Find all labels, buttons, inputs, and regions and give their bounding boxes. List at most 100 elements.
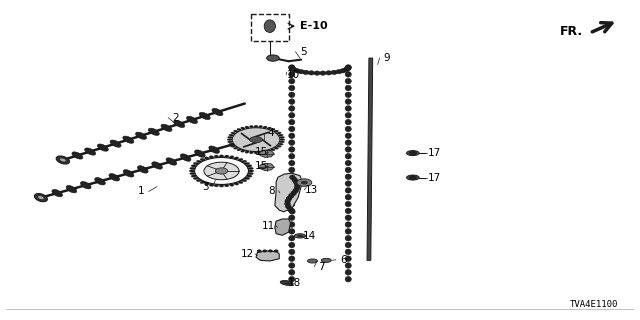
Ellipse shape <box>345 249 351 255</box>
Ellipse shape <box>345 188 351 193</box>
Ellipse shape <box>289 71 295 77</box>
Ellipse shape <box>287 207 293 212</box>
Ellipse shape <box>276 132 281 134</box>
Ellipse shape <box>289 276 295 282</box>
Ellipse shape <box>314 71 320 75</box>
Ellipse shape <box>345 92 351 98</box>
Ellipse shape <box>289 208 295 214</box>
Polygon shape <box>260 150 274 157</box>
Ellipse shape <box>289 65 295 70</box>
Ellipse shape <box>345 119 351 125</box>
Ellipse shape <box>237 148 241 151</box>
Ellipse shape <box>345 181 351 186</box>
Ellipse shape <box>248 167 253 170</box>
Ellipse shape <box>289 174 295 180</box>
Ellipse shape <box>289 256 295 261</box>
Ellipse shape <box>234 157 239 160</box>
Ellipse shape <box>289 119 295 125</box>
Ellipse shape <box>250 125 253 128</box>
Ellipse shape <box>294 186 300 190</box>
Ellipse shape <box>289 263 295 268</box>
Ellipse shape <box>246 175 252 177</box>
Ellipse shape <box>238 181 243 184</box>
Ellipse shape <box>289 249 295 255</box>
Ellipse shape <box>257 250 261 252</box>
Ellipse shape <box>166 158 177 165</box>
Ellipse shape <box>123 136 134 143</box>
Ellipse shape <box>191 175 196 177</box>
Ellipse shape <box>271 148 275 151</box>
Ellipse shape <box>189 170 195 172</box>
Ellipse shape <box>267 127 271 129</box>
Ellipse shape <box>345 276 351 282</box>
Ellipse shape <box>212 108 223 116</box>
Text: 1: 1 <box>138 186 145 196</box>
Ellipse shape <box>109 174 120 181</box>
Ellipse shape <box>345 78 351 84</box>
Ellipse shape <box>289 65 295 70</box>
Ellipse shape <box>345 153 351 159</box>
Text: 10: 10 <box>287 70 300 80</box>
Ellipse shape <box>344 67 351 71</box>
Circle shape <box>409 176 417 180</box>
Ellipse shape <box>214 155 219 158</box>
Ellipse shape <box>274 130 278 132</box>
Ellipse shape <box>289 133 295 139</box>
Text: 15: 15 <box>255 147 268 157</box>
Ellipse shape <box>148 128 159 135</box>
Ellipse shape <box>274 147 278 149</box>
Ellipse shape <box>331 70 337 75</box>
Ellipse shape <box>342 68 349 72</box>
Ellipse shape <box>204 182 209 185</box>
Ellipse shape <box>289 147 295 152</box>
Ellipse shape <box>285 204 291 209</box>
Text: 18: 18 <box>288 278 301 288</box>
Ellipse shape <box>289 106 295 111</box>
Ellipse shape <box>291 68 298 72</box>
Ellipse shape <box>220 155 224 158</box>
Ellipse shape <box>186 116 198 124</box>
Ellipse shape <box>289 92 295 98</box>
Ellipse shape <box>191 165 196 167</box>
Circle shape <box>301 181 307 184</box>
Ellipse shape <box>60 158 66 162</box>
Circle shape <box>204 162 239 180</box>
Ellipse shape <box>289 85 295 91</box>
Ellipse shape <box>345 215 351 220</box>
Ellipse shape <box>267 150 271 152</box>
Ellipse shape <box>259 151 262 154</box>
Ellipse shape <box>228 136 232 138</box>
Ellipse shape <box>345 71 351 77</box>
Ellipse shape <box>97 144 108 151</box>
Ellipse shape <box>264 20 275 32</box>
Text: 6: 6 <box>340 255 346 265</box>
Ellipse shape <box>289 201 295 207</box>
Ellipse shape <box>345 201 351 207</box>
Ellipse shape <box>320 71 326 75</box>
Circle shape <box>232 128 280 152</box>
Ellipse shape <box>274 250 278 252</box>
Ellipse shape <box>289 67 296 71</box>
Ellipse shape <box>72 152 83 159</box>
Ellipse shape <box>244 177 250 180</box>
Ellipse shape <box>209 156 214 158</box>
Ellipse shape <box>225 155 229 158</box>
Ellipse shape <box>278 134 284 136</box>
Ellipse shape <box>294 234 305 238</box>
Circle shape <box>267 55 279 61</box>
Ellipse shape <box>345 242 351 248</box>
Ellipse shape <box>161 124 172 132</box>
Ellipse shape <box>345 174 351 180</box>
Ellipse shape <box>254 125 258 128</box>
Ellipse shape <box>289 188 295 193</box>
Ellipse shape <box>241 150 245 152</box>
Text: 5: 5 <box>300 47 307 57</box>
Circle shape <box>297 179 312 186</box>
Ellipse shape <box>227 139 232 140</box>
Ellipse shape <box>294 68 300 73</box>
Ellipse shape <box>289 195 295 200</box>
Ellipse shape <box>220 184 224 187</box>
Ellipse shape <box>180 154 191 161</box>
Ellipse shape <box>241 160 246 163</box>
Ellipse shape <box>289 236 295 241</box>
